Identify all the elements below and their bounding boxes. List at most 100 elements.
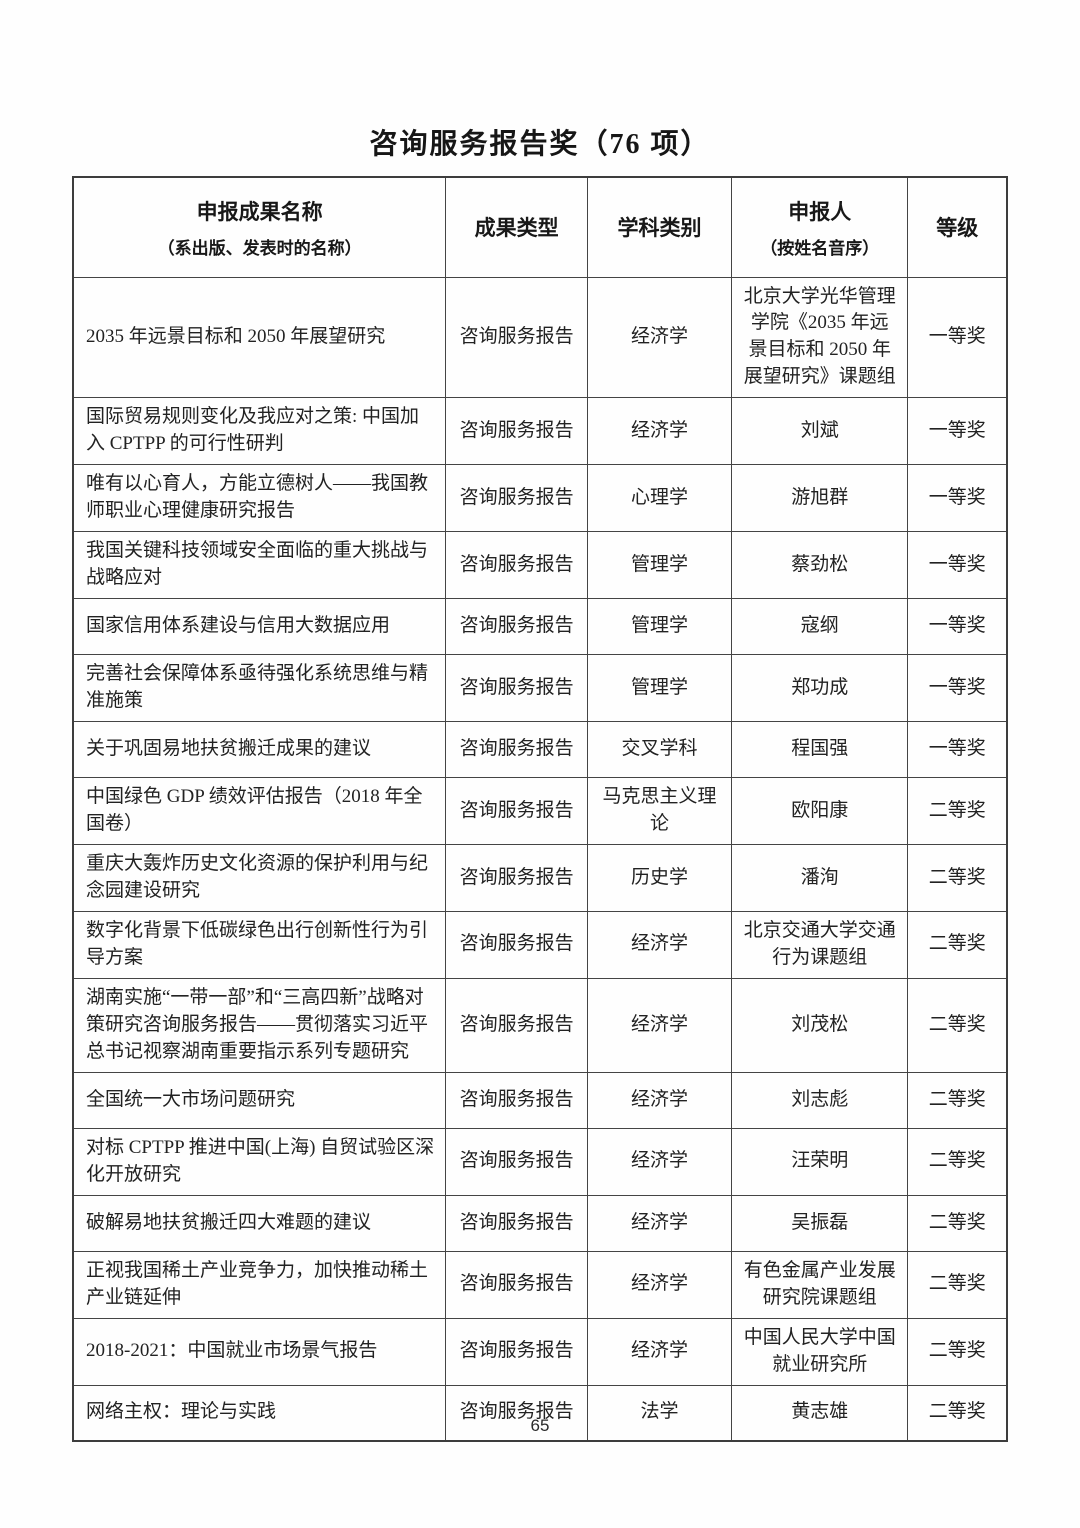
cell-grade: 二等奖 bbox=[907, 1250, 1008, 1319]
cell-subject-category: 法学 bbox=[587, 1384, 732, 1442]
cell-subject-category: 经济学 bbox=[587, 1127, 732, 1196]
cell-achievement-name: 我国关键科技领域安全面临的重大挑战与战略应对 bbox=[72, 531, 447, 600]
cell-applicant: 北京交通大学交通行为课题组 bbox=[730, 911, 909, 979]
table-header: 申报成果名称 （系出版、发表时的名称） 成果类型 学科类别 申报人 （按姓名音序… bbox=[72, 176, 1008, 278]
cell-achievement-name: 破解易地扶贫搬迁四大难题的建议 bbox=[72, 1194, 447, 1252]
table-row: 国家信用体系建设与信用大数据应用 咨询服务报告 管理学 寇纲 一等奖 bbox=[72, 598, 1008, 656]
cell-achievement-name: 网络主权：理论与实践 bbox=[72, 1384, 447, 1442]
table-row: 湖南实施“一带一部”和“三高四新”战略对策研究咨询服务报告——贯彻落实习近平总书… bbox=[72, 977, 1008, 1073]
cell-result-type: 咨询服务报告 bbox=[445, 1127, 589, 1196]
table-row: 唯有以心育人，方能立德树人——我国教师职业心理健康研究报告 咨询服务报告 心理学… bbox=[72, 464, 1008, 533]
header-applicant-sub: （按姓名音序） bbox=[760, 238, 880, 258]
cell-result-type: 咨询服务报告 bbox=[445, 1250, 589, 1319]
cell-achievement-name: 唯有以心育人，方能立德树人——我国教师职业心理健康研究报告 bbox=[72, 464, 447, 533]
cell-grade: 二等奖 bbox=[907, 977, 1008, 1073]
cell-subject-category: 马克思主义理论 bbox=[587, 777, 732, 846]
cell-result-type: 咨询服务报告 bbox=[445, 844, 589, 912]
cell-achievement-name: 关于巩固易地扶贫搬迁成果的建议 bbox=[72, 721, 447, 779]
cell-applicant: 蔡劲松 bbox=[730, 531, 909, 600]
cell-subject-category: 历史学 bbox=[587, 844, 732, 912]
table-row: 2018-2021：中国就业市场景气报告 咨询服务报告 经济学 中国人民大学中国… bbox=[72, 1317, 1008, 1386]
table-row: 网络主权：理论与实践 咨询服务报告 法学 黄志雄 二等奖 bbox=[72, 1384, 1008, 1442]
cell-grade: 一等奖 bbox=[907, 721, 1008, 779]
header-result-type: 成果类型 bbox=[445, 176, 589, 278]
cell-achievement-name: 2035 年远景目标和 2050 年展望研究 bbox=[72, 276, 447, 399]
table-row: 对标 CPTPP 推进中国(上海) 自贸试验区深化开放研究 咨询服务报告 经济学… bbox=[72, 1127, 1008, 1196]
page-number: 65 bbox=[530, 1416, 550, 1435]
cell-achievement-name: 数字化背景下低碳绿色出行创新性行为引导方案 bbox=[72, 911, 447, 979]
cell-result-type: 咨询服务报告 bbox=[445, 777, 589, 846]
cell-subject-category: 经济学 bbox=[587, 397, 732, 466]
cell-applicant: 欧阳康 bbox=[730, 777, 909, 846]
table-row: 数字化背景下低碳绿色出行创新性行为引导方案 咨询服务报告 经济学 北京交通大学交… bbox=[72, 911, 1008, 979]
cell-achievement-name: 国家信用体系建设与信用大数据应用 bbox=[72, 598, 447, 656]
cell-result-type: 咨询服务报告 bbox=[445, 911, 589, 979]
cell-applicant: 有色金属产业发展研究院课题组 bbox=[730, 1250, 909, 1319]
cell-grade: 二等奖 bbox=[907, 1384, 1008, 1442]
cell-result-type: 咨询服务报告 bbox=[445, 1317, 589, 1386]
cell-applicant: 北京大学光华管理学院《2035 年远景目标和 2050 年展望研究》课题组 bbox=[730, 276, 909, 399]
cell-applicant: 吴振磊 bbox=[730, 1194, 909, 1252]
cell-grade: 一等奖 bbox=[907, 654, 1008, 723]
cell-subject-category: 管理学 bbox=[587, 531, 732, 600]
cell-subject-category: 交叉学科 bbox=[587, 721, 732, 779]
cell-achievement-name: 国际贸易规则变化及我应对之策: 中国加入 CPTPP 的可行性研判 bbox=[72, 397, 447, 466]
cell-applicant: 刘志彪 bbox=[730, 1071, 909, 1129]
cell-subject-category: 经济学 bbox=[587, 1071, 732, 1129]
header-applicant: 申报人 （按姓名音序） bbox=[730, 176, 909, 278]
cell-applicant: 刘斌 bbox=[730, 397, 909, 466]
cell-applicant: 程国强 bbox=[730, 721, 909, 779]
cell-applicant: 郑功成 bbox=[730, 654, 909, 723]
cell-grade: 一等奖 bbox=[907, 531, 1008, 600]
table-row: 破解易地扶贫搬迁四大难题的建议 咨询服务报告 经济学 吴振磊 二等奖 bbox=[72, 1194, 1008, 1252]
cell-grade: 二等奖 bbox=[907, 1127, 1008, 1196]
cell-result-type: 咨询服务报告 bbox=[445, 977, 589, 1073]
cell-grade: 二等奖 bbox=[907, 777, 1008, 846]
cell-result-type: 咨询服务报告 bbox=[445, 598, 589, 656]
document-title: 咨询服务报告奖（76 项） bbox=[369, 129, 711, 160]
cell-grade: 二等奖 bbox=[907, 1071, 1008, 1129]
table-row: 关于巩固易地扶贫搬迁成果的建议 咨询服务报告 交叉学科 程国强 一等奖 bbox=[72, 721, 1008, 779]
cell-result-type: 咨询服务报告 bbox=[445, 721, 589, 779]
cell-grade: 二等奖 bbox=[907, 1317, 1008, 1386]
cell-subject-category: 经济学 bbox=[587, 1317, 732, 1386]
cell-grade: 一等奖 bbox=[907, 397, 1008, 466]
cell-result-type: 咨询服务报告 bbox=[445, 397, 589, 466]
header-row: 申报成果名称 （系出版、发表时的名称） 成果类型 学科类别 申报人 （按姓名音序… bbox=[72, 176, 1008, 278]
cell-achievement-name: 完善社会保障体系亟待强化系统思维与精准施策 bbox=[72, 654, 447, 723]
cell-result-type: 咨询服务报告 bbox=[445, 654, 589, 723]
table-row: 我国关键科技领域安全面临的重大挑战与战略应对 咨询服务报告 管理学 蔡劲松 一等… bbox=[72, 531, 1008, 600]
cell-applicant: 游旭群 bbox=[730, 464, 909, 533]
cell-grade: 二等奖 bbox=[907, 911, 1008, 979]
cell-result-type: 咨询服务报告 bbox=[445, 276, 589, 399]
cell-achievement-name: 全国统一大市场问题研究 bbox=[72, 1071, 447, 1129]
cell-grade: 二等奖 bbox=[907, 1194, 1008, 1252]
cell-grade: 一等奖 bbox=[907, 276, 1008, 399]
cell-result-type: 咨询服务报告 bbox=[445, 1071, 589, 1129]
cell-achievement-name: 中国绿色 GDP 绩效评估报告（2018 年全国卷） bbox=[72, 777, 447, 846]
cell-achievement-name: 正视我国稀土产业竞争力，加快推动稀土产业链延伸 bbox=[72, 1250, 447, 1319]
table-row: 全国统一大市场问题研究 咨询服务报告 经济学 刘志彪 二等奖 bbox=[72, 1071, 1008, 1129]
table-row: 2035 年远景目标和 2050 年展望研究 咨询服务报告 经济学 北京大学光华… bbox=[72, 276, 1008, 399]
header-achievement-name-main: 申报成果名称 bbox=[196, 199, 323, 224]
cell-achievement-name: 2018-2021：中国就业市场景气报告 bbox=[72, 1317, 447, 1386]
cell-result-type: 咨询服务报告 bbox=[445, 1384, 589, 1442]
cell-subject-category: 经济学 bbox=[587, 1250, 732, 1319]
table-row: 正视我国稀土产业竞争力，加快推动稀土产业链延伸 咨询服务报告 经济学 有色金属产… bbox=[72, 1250, 1008, 1319]
cell-applicant: 黄志雄 bbox=[730, 1384, 909, 1442]
awards-table-container: 申报成果名称 （系出版、发表时的名称） 成果类型 学科类别 申报人 （按姓名音序… bbox=[72, 176, 1008, 1443]
cell-applicant: 寇纲 bbox=[730, 598, 909, 656]
cell-grade: 一等奖 bbox=[907, 464, 1008, 533]
cell-subject-category: 经济学 bbox=[587, 977, 732, 1073]
table-row: 完善社会保障体系亟待强化系统思维与精准施策 咨询服务报告 管理学 郑功成 一等奖 bbox=[72, 654, 1008, 723]
header-achievement-name-sub: （系出版、发表时的名称） bbox=[157, 238, 362, 258]
header-applicant-main: 申报人 bbox=[788, 199, 852, 224]
cell-result-type: 咨询服务报告 bbox=[445, 1194, 589, 1252]
table-row: 国际贸易规则变化及我应对之策: 中国加入 CPTPP 的可行性研判 咨询服务报告… bbox=[72, 397, 1008, 466]
cell-grade: 一等奖 bbox=[907, 598, 1008, 656]
header-grade: 等级 bbox=[907, 176, 1008, 278]
table-row: 重庆大轰炸历史文化资源的保护利用与纪念园建设研究 咨询服务报告 历史学 潘洵 二… bbox=[72, 844, 1008, 912]
cell-applicant: 刘茂松 bbox=[730, 977, 909, 1073]
cell-result-type: 咨询服务报告 bbox=[445, 531, 589, 600]
